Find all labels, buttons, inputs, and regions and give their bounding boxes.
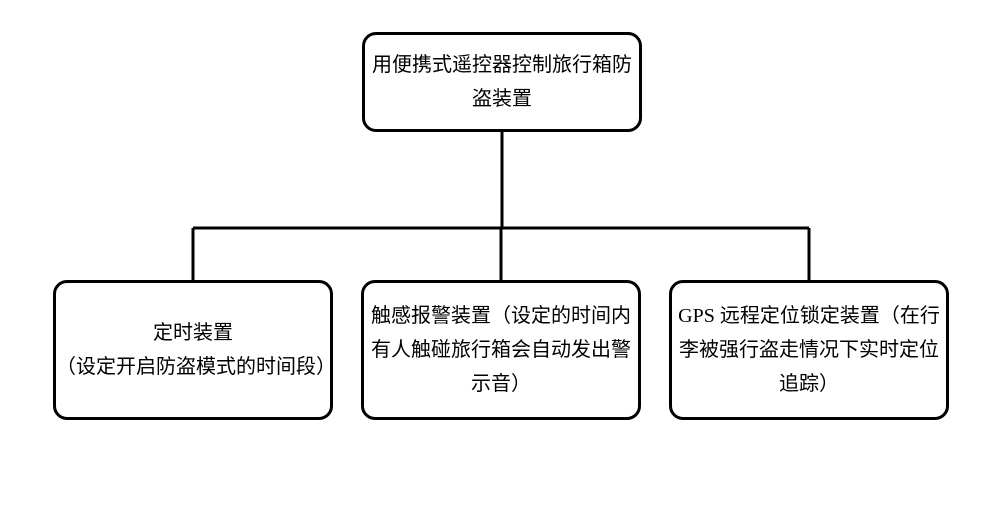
root-node: 用便携式遥控器控制旅行箱防盗装置 — [362, 32, 642, 132]
diagram-canvas: 用便携式遥控器控制旅行箱防盗装置 定时装置（设定开启防盗模式的时间段） 触感报警… — [0, 0, 1000, 512]
root-node-label: 用便携式遥控器控制旅行箱防盗装置 — [365, 48, 639, 116]
child-node-gps: GPS 远程定位锁定装置（在行李被强行盗走情况下实时定位追踪） — [669, 280, 949, 420]
child-node-alarm: 触感报警装置（设定的时间内有人触碰旅行箱会自动发出警示音） — [361, 280, 641, 420]
child-node-timer-label: 定时装置（设定开启防盗模式的时间段） — [56, 316, 330, 384]
child-node-timer: 定时装置（设定开启防盗模式的时间段） — [53, 280, 333, 420]
child-node-gps-label: GPS 远程定位锁定装置（在行李被强行盗走情况下实时定位追踪） — [672, 299, 946, 401]
child-node-alarm-label: 触感报警装置（设定的时间内有人触碰旅行箱会自动发出警示音） — [364, 299, 638, 401]
